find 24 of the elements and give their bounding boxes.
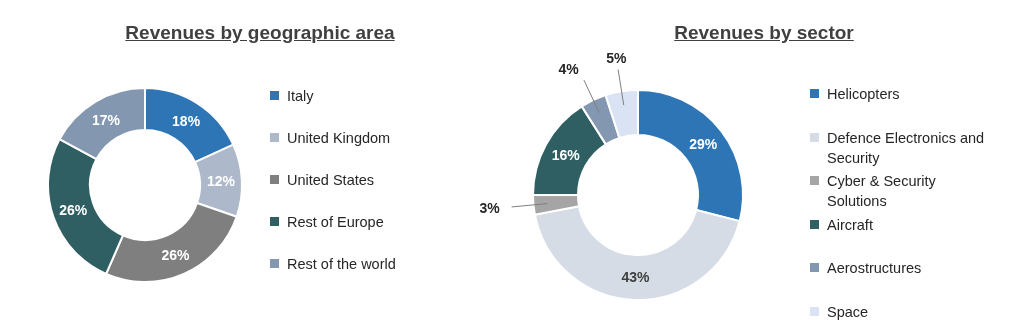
legend-label: Rest of the world xyxy=(287,255,396,274)
data-label: 12% xyxy=(206,173,236,190)
legend-label: Cyber & Security Solutions xyxy=(827,172,937,211)
chart-title: Revenues by geographic area xyxy=(125,22,395,43)
data-label: 29% xyxy=(689,136,718,153)
data-label: 18% xyxy=(172,113,201,130)
data-label: 26% xyxy=(59,201,88,218)
chart-title: Revenues by sector xyxy=(674,22,854,43)
legend-label: Defence Electronics and Security xyxy=(827,128,985,168)
legend-label: Italy xyxy=(287,87,314,106)
legend-label: United Kingdom xyxy=(287,129,391,148)
data-label: 5% xyxy=(606,49,627,66)
data-label: 26% xyxy=(161,246,191,263)
legend-label: Aircraft xyxy=(827,215,873,235)
data-label: 43% xyxy=(621,269,650,286)
legend-label: Helicopters xyxy=(827,85,900,104)
legend-label: United States xyxy=(287,171,375,190)
legend-label: Aerostructures xyxy=(827,259,922,278)
legend-label: Space xyxy=(827,302,869,322)
data-label: 17% xyxy=(91,111,121,128)
data-label: 16% xyxy=(551,147,581,164)
data-label: 4% xyxy=(558,61,580,78)
data-label: 3% xyxy=(479,200,501,217)
legend-label: Rest of Europe xyxy=(287,213,384,232)
